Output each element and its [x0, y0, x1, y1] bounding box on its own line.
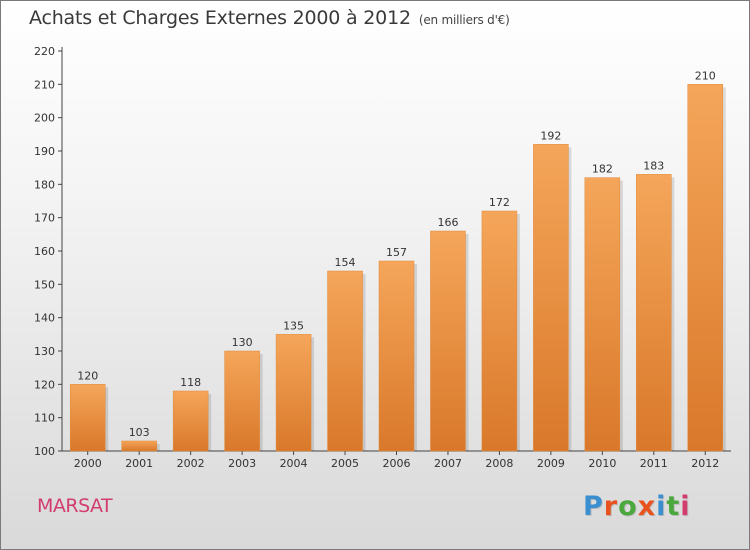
data-label: 120	[77, 369, 98, 382]
data-label: 135	[283, 319, 304, 332]
x-tick-label: 2012	[691, 457, 719, 470]
data-label: 183	[643, 159, 664, 172]
chart-subtitle: (en milliers d'€)	[418, 13, 510, 27]
logo-letter: i	[656, 491, 667, 522]
y-tick-label: 180	[34, 178, 55, 191]
labels: 120 103 118 130 135 154 157 166 172 192 182 183 210	[77, 69, 716, 439]
x-tick-label: 2008	[485, 457, 513, 470]
bars	[69, 84, 726, 452]
y-tick-label: 190	[34, 145, 55, 158]
data-label: 118	[180, 376, 201, 389]
data-label: 172	[489, 196, 510, 209]
bar	[378, 260, 415, 452]
x-tick-label: 2004	[280, 457, 308, 470]
bar	[481, 210, 518, 452]
logo-letter: o	[618, 491, 638, 522]
data-label: 103	[129, 426, 150, 439]
y-tick-label: 150	[34, 278, 55, 291]
data-label: 182	[592, 163, 613, 176]
logo-letter: t	[666, 491, 681, 522]
x-tick-label: 2000	[74, 457, 102, 470]
x-tick-label: 2007	[434, 457, 462, 470]
y-tick-label: 120	[34, 378, 55, 391]
bar	[224, 350, 260, 452]
bar	[584, 177, 621, 452]
x-tick-label: 2003	[228, 457, 256, 470]
y-tick-label: 160	[34, 245, 55, 258]
data-label: 210	[695, 69, 716, 82]
x-tick-label: 2006	[383, 457, 411, 470]
proxiti-logo: Proxiti	[583, 491, 691, 522]
location-label: MARSAT	[37, 495, 113, 517]
x-tick-label: 2011	[640, 457, 668, 470]
y-tick-label: 210	[34, 78, 55, 91]
data-label: 130	[232, 336, 253, 349]
bar	[121, 440, 157, 452]
chart-title: Achats et Charges Externes 2000 à 2012 (e…	[29, 7, 510, 29]
x-tick-label: 2001	[125, 457, 153, 470]
logo-letter: r	[603, 491, 619, 522]
bar	[275, 334, 312, 452]
x-tick-label: 2010	[588, 457, 616, 470]
logo-letter: P	[583, 491, 604, 522]
bar	[687, 84, 724, 452]
data-label: 157	[386, 246, 407, 259]
bar	[172, 390, 209, 452]
logo-letter: x	[637, 491, 657, 522]
y-tick-label: 110	[34, 412, 55, 425]
x-tick-label: 2002	[177, 457, 205, 470]
bar	[533, 144, 569, 452]
x-tick-label: 2009	[537, 457, 565, 470]
y-tick-label: 130	[34, 345, 55, 358]
data-label: 166	[437, 216, 458, 229]
data-label: 154	[335, 256, 356, 269]
x-tick-label: 2005	[331, 457, 359, 470]
bar	[636, 174, 672, 452]
y-tick-label: 220	[34, 45, 55, 58]
bar	[69, 384, 106, 452]
title-text: Achats et Charges Externes 2000 à 2012	[29, 7, 411, 29]
y-tick-label: 200	[34, 112, 55, 125]
bar	[430, 230, 466, 452]
logo-letter: i	[680, 491, 691, 522]
bar	[327, 270, 363, 452]
data-label: 192	[540, 129, 561, 142]
y-tick-label: 140	[34, 312, 55, 325]
y-tick-label: 100	[34, 445, 55, 458]
y-tick-label: 170	[34, 212, 55, 225]
